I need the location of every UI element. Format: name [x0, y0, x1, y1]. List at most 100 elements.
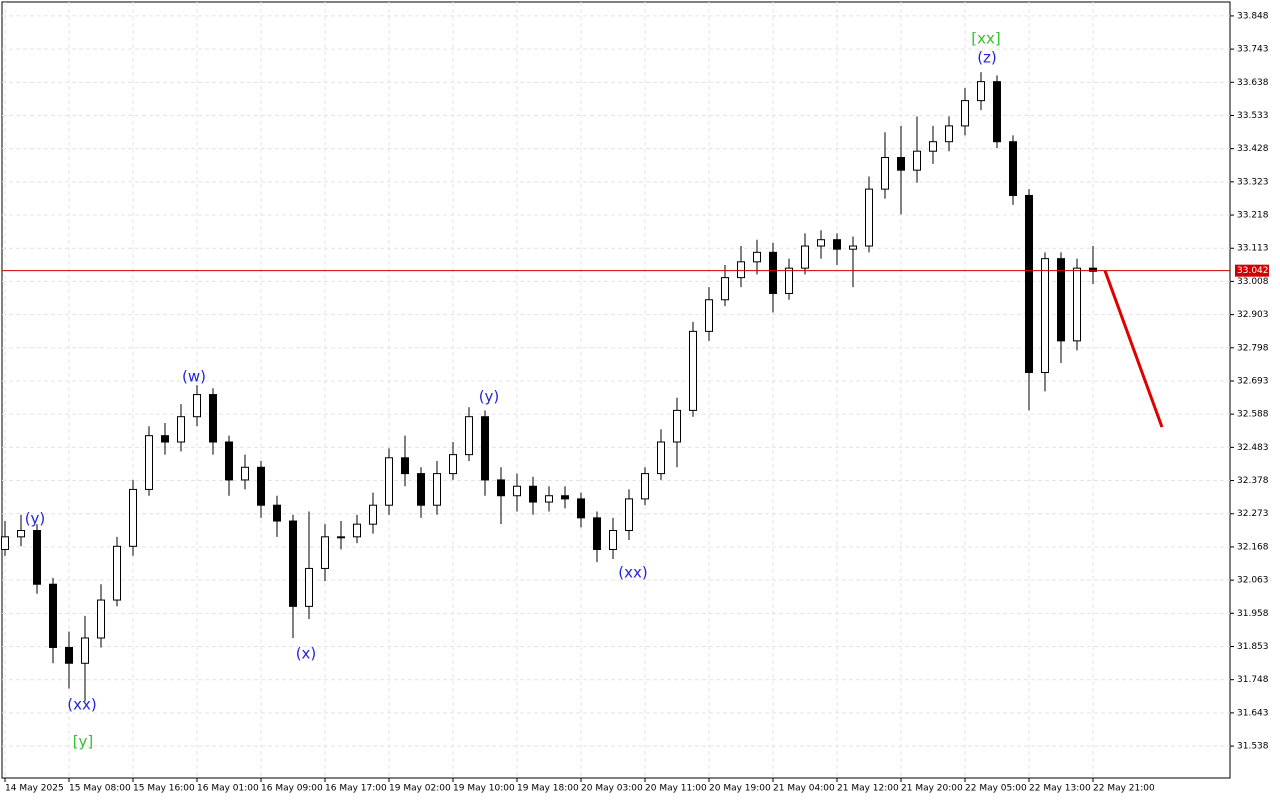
candle-body — [337, 536, 345, 539]
y-tick-label: 33.428 — [1237, 144, 1269, 154]
candle-body — [689, 330, 697, 411]
wave-label: (y) — [479, 388, 500, 406]
wave-label: [y] — [73, 733, 94, 751]
y-tick-label: 32.903 — [1237, 310, 1269, 320]
candle-body — [721, 277, 729, 301]
y-tick-label: 32.063 — [1237, 576, 1269, 586]
candle-body — [913, 150, 921, 171]
candle-body — [177, 416, 185, 443]
candle-body — [465, 416, 473, 456]
candle-body — [593, 517, 601, 550]
candle-body — [705, 299, 713, 332]
forecast-line — [1103, 270, 1164, 428]
y-tick-label: 31.958 — [1237, 609, 1269, 619]
current-price-label: 33.042 — [1237, 266, 1269, 276]
candle-body — [113, 545, 121, 601]
plot-frame — [1, 1, 1231, 779]
candle-body — [225, 441, 233, 481]
candle-body — [945, 125, 953, 143]
candle-body — [369, 504, 377, 525]
x-tick-label: 16 May 09:00 — [261, 784, 323, 794]
candle-body — [81, 637, 89, 664]
wave-label: (xx) — [618, 564, 647, 582]
y-tick-label: 33.743 — [1237, 45, 1269, 55]
candle-body — [865, 188, 873, 247]
x-tick-label: 19 May 02:00 — [389, 784, 451, 794]
y-tick-label: 31.538 — [1237, 742, 1269, 752]
candle-body — [449, 454, 457, 475]
candle-body — [785, 267, 793, 294]
y-tick-label: 32.273 — [1237, 509, 1269, 519]
candle-body — [1009, 141, 1017, 196]
x-tick-label: 21 May 04:00 — [773, 784, 835, 794]
candle-body — [1, 536, 9, 550]
x-tick-label: 19 May 10:00 — [453, 784, 515, 794]
candle-body — [1041, 258, 1049, 373]
x-tick-label: 15 May 08:00 — [69, 784, 131, 794]
y-tick-label: 32.378 — [1237, 476, 1269, 486]
candle-body — [1089, 267, 1097, 272]
candle-body — [385, 457, 393, 506]
candle-body — [737, 261, 745, 279]
x-tick-label: 22 May 05:00 — [965, 784, 1027, 794]
x-tick-label: 19 May 18:00 — [517, 784, 579, 794]
candle-body — [849, 245, 857, 250]
candle-body — [257, 466, 265, 506]
y-tick-label: 32.483 — [1237, 443, 1269, 453]
x-tick-label: 15 May 16:00 — [133, 784, 195, 794]
x-tick-label: 21 May 12:00 — [837, 784, 899, 794]
candle-body — [1073, 267, 1081, 342]
candle-body — [33, 530, 41, 585]
wave-label: (z) — [977, 49, 997, 67]
x-tick-label: 21 May 20:00 — [901, 784, 963, 794]
candle-body — [417, 473, 425, 506]
candle-body — [161, 435, 169, 443]
candle-body — [1057, 258, 1065, 342]
candle-body — [897, 157, 905, 171]
candle-body — [673, 409, 681, 443]
candle-body — [529, 485, 537, 503]
x-tick-label: 22 May 13:00 — [1029, 784, 1091, 794]
y-tick-label: 31.748 — [1237, 675, 1269, 685]
candle-body — [769, 251, 777, 294]
candle-body — [625, 498, 633, 532]
candle-body — [401, 457, 409, 475]
wave-label: [xx] — [971, 30, 1000, 48]
candle-body — [273, 504, 281, 522]
candle-body — [241, 466, 249, 481]
candle-body — [289, 520, 297, 607]
wave-label: (y) — [25, 510, 46, 528]
candle-body — [881, 157, 889, 190]
candle-body — [657, 441, 665, 475]
candle-body — [513, 485, 521, 497]
candle-body — [65, 646, 73, 664]
candle-body — [961, 100, 969, 127]
y-tick-label: 31.853 — [1237, 642, 1269, 652]
candle-body — [817, 239, 825, 247]
x-tick-label: 16 May 17:00 — [325, 784, 387, 794]
candle-body — [353, 523, 361, 538]
x-tick-label: 14 May 2025 — [5, 784, 64, 794]
candle-body — [833, 239, 841, 250]
candle-body — [145, 435, 153, 490]
candle-body — [209, 394, 217, 443]
y-tick-label: 33.218 — [1237, 211, 1269, 221]
candle-body — [321, 536, 329, 569]
candle-body — [129, 488, 137, 547]
x-tick-label: 16 May 01:00 — [197, 784, 259, 794]
candle-body — [305, 567, 313, 607]
y-tick-label: 33.323 — [1237, 177, 1269, 187]
candle-body — [481, 416, 489, 481]
y-tick-label: 33.113 — [1237, 244, 1269, 254]
candle-body — [641, 473, 649, 500]
candle-body — [577, 498, 585, 519]
y-tick-label: 33.008 — [1237, 277, 1269, 287]
candle-body — [17, 530, 25, 538]
candle-body — [609, 530, 617, 550]
x-tick-label: 20 May 11:00 — [645, 784, 707, 794]
candle-body — [753, 251, 761, 263]
y-tick-label: 31.643 — [1237, 708, 1269, 718]
y-tick-label: 32.798 — [1237, 343, 1269, 353]
x-tick-label: 22 May 21:00 — [1093, 784, 1155, 794]
